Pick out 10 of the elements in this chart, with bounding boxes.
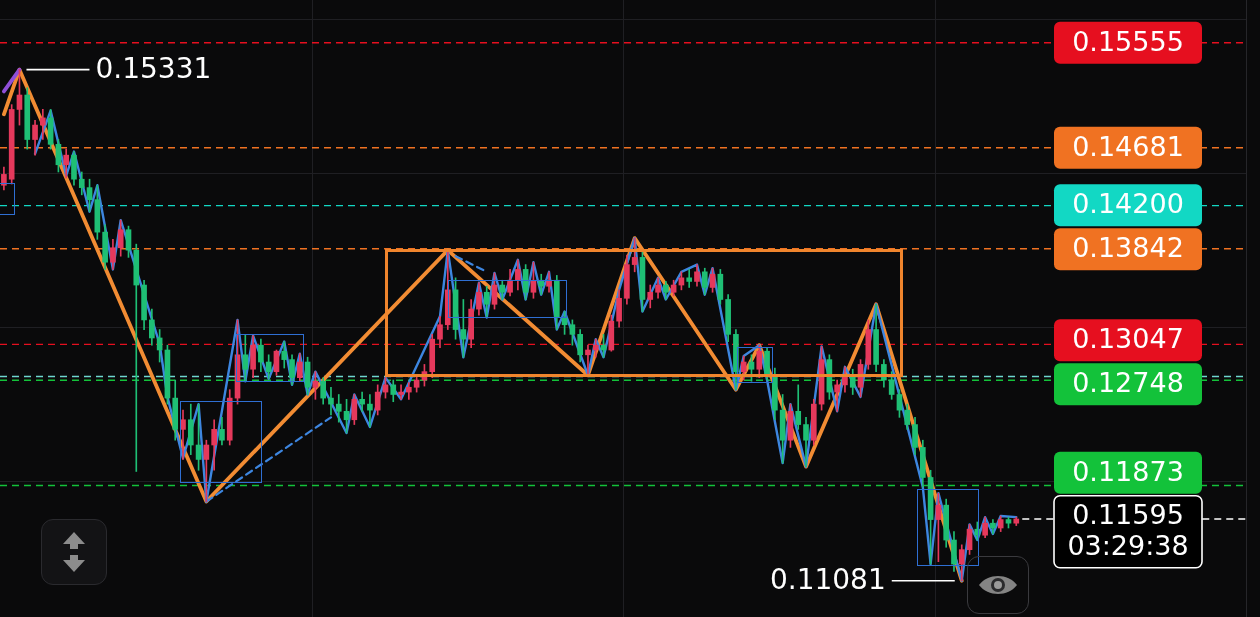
ref-line-label: 0.14681 (1072, 130, 1184, 162)
annotation: 0.11081 (769, 563, 886, 597)
ref-line-label: 0.11595 03:29:38 (1067, 499, 1189, 562)
ref-line-label: 0.14200 (1072, 188, 1184, 220)
ref-line-label: 0.11873 (1072, 455, 1184, 487)
ref-line-label: 0.13842 (1072, 232, 1184, 264)
ref-line-label: 0.13047 (1072, 323, 1184, 355)
ref-line-label: 0.12748 (1072, 367, 1184, 399)
ref-line-label: 0.15555 (1072, 25, 1184, 57)
annotation: 0.15331 (95, 51, 212, 85)
